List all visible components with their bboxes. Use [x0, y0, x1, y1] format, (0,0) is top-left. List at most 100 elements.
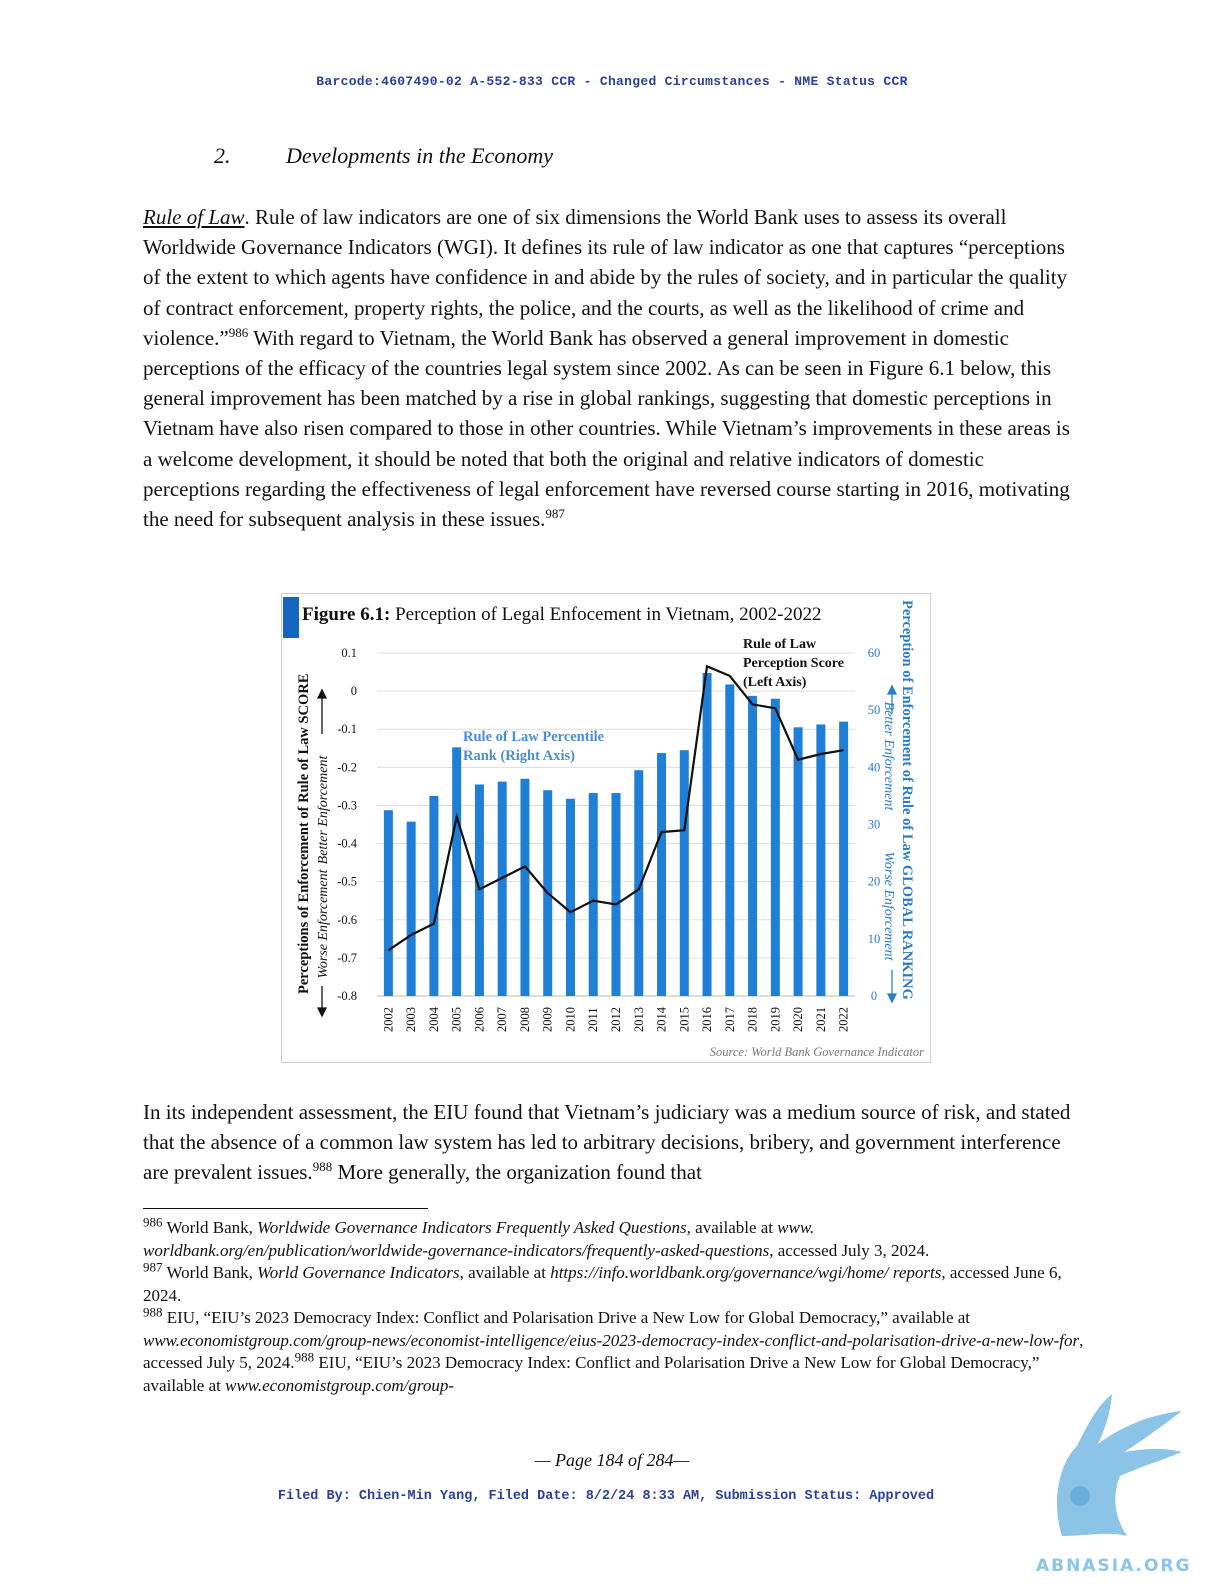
- right-tick-label: 20: [868, 875, 881, 889]
- x-tick-label: 2017: [723, 1007, 737, 1032]
- left-tick-label: 0.1: [341, 646, 357, 660]
- footnote-ref-987[interactable]: 987: [545, 506, 565, 522]
- bar-2022: [839, 721, 849, 996]
- x-tick-label: 2007: [495, 1007, 509, 1032]
- right-tick-label: 50: [868, 703, 881, 717]
- footnote-ref-988[interactable]: 988: [312, 1159, 333, 1175]
- paragraph2-text-a: In its independent assessment, the EIU f…: [143, 1100, 1071, 1185]
- footnote-988: 988 EIU, “EIU’s 2023 Democracy Index: Co…: [143, 1304, 1084, 1396]
- x-tick-label: 2014: [655, 1006, 669, 1032]
- bar-2014: [657, 753, 667, 996]
- right-tick-label: 40: [868, 760, 881, 774]
- x-tick-label: 2009: [541, 1007, 555, 1032]
- x-tick-label: 2004: [427, 1006, 441, 1032]
- bar-2005: [452, 747, 462, 996]
- right-axis-worse-label: Worse Enforcement: [881, 852, 896, 962]
- page-number: — Page 184 of 284—: [534, 1450, 690, 1470]
- left-axis-worse-label: Worse Enforcement: [316, 868, 331, 978]
- left-axis-better-label: Better Enforcement: [316, 755, 331, 865]
- filing-status: Filed By: Chien-Min Yang, Filed Date: 8/…: [277, 1489, 935, 1504]
- bar-2010: [565, 798, 575, 996]
- bar-2011: [588, 793, 598, 996]
- footnote-url[interactable]: www.economistgroup.com/group-: [225, 1376, 454, 1396]
- figure-title-bold: Figure 6.1:: [302, 604, 390, 625]
- left-tick-label: 0: [351, 684, 357, 698]
- x-tick-label: 2006: [472, 1007, 486, 1032]
- figure-title: Figure 6.1: Perception of Legal Enfoceme…: [302, 604, 821, 625]
- right-axis-ticks: 60 50 40 30 20 10 0: [868, 646, 881, 1003]
- right-tick-label: 30: [868, 818, 881, 832]
- score-line: [387, 664, 844, 952]
- left-tick-label: -0.3: [337, 798, 357, 812]
- footnote-number: 988: [143, 1304, 163, 1320]
- bar-2019: [770, 698, 780, 996]
- bar-series: [383, 673, 849, 996]
- bar-2013: [634, 770, 644, 996]
- footnote-source-title: Worldwide Governance Indicators Frequent…: [257, 1218, 691, 1237]
- right-tick-label: 10: [868, 932, 881, 946]
- left-tick-label: -0.6: [337, 913, 357, 927]
- barcode-header: Barcode:4607490-02 A-552-833 CCR - Chang…: [316, 74, 908, 89]
- left-tick-label: -0.7: [337, 951, 357, 965]
- footnote-url[interactable]: www. worldbank.org/en/publication/worldw…: [143, 1218, 815, 1260]
- title-marker: [283, 597, 299, 638]
- footnote-url[interactable]: https://info.worldbank.org/governance/wg…: [550, 1263, 942, 1282]
- logo-text: ABNASIA.ORG: [1036, 1556, 1192, 1576]
- bar-2008: [520, 778, 530, 996]
- bar-2007: [497, 781, 507, 996]
- x-tick-label: 2019: [768, 1007, 782, 1032]
- footnote-986: 986 World Bank, Worldwide Governance Ind…: [143, 1214, 930, 1260]
- rule-of-law-lead: Rule of Law: [143, 205, 245, 229]
- right-tick-label: 60: [868, 646, 881, 660]
- footnote-ref-986[interactable]: 986: [228, 324, 249, 340]
- left-tick-label: -0.5: [337, 875, 357, 889]
- x-tick-label: 2012: [609, 1007, 623, 1032]
- left-axis-title: Perceptions of Enforcement of Rule of La…: [296, 674, 312, 994]
- x-tick-label: 2010: [563, 1007, 577, 1032]
- x-tick-label: 2018: [746, 1007, 760, 1032]
- footnote-number: 987: [143, 1259, 163, 1275]
- right-axis-title: Perception of Enforcement of Rule of Law…: [899, 600, 915, 1000]
- section-number: 2.: [214, 143, 231, 168]
- bar-2020: [793, 727, 803, 996]
- line-series-label: Rule of Law Perception Score (Left Axis): [743, 637, 847, 690]
- footnote-url[interactable]: www.economistgroup.com/group-news/econom…: [143, 1330, 1080, 1350]
- right-axis-arrows: [886, 684, 898, 1004]
- section-title: Developments in the Economy: [286, 143, 553, 168]
- bar-2004: [429, 795, 439, 996]
- x-tick-label: 2008: [518, 1007, 532, 1032]
- x-tick-label: 2015: [677, 1007, 691, 1032]
- paragraph2-text-b: More generally, the organization found t…: [332, 1160, 702, 1185]
- right-axis-better-label: Better Enforcement: [881, 702, 896, 812]
- paragraph1-text-a: . Rule of law indicators are one of six …: [143, 205, 1068, 350]
- x-tick-label: 2013: [632, 1007, 646, 1032]
- figure-6-1: Figure 6.1: Perception of Legal Enfoceme…: [281, 593, 931, 1063]
- x-tick-label: 2005: [450, 1007, 464, 1032]
- x-tick-label: 2022: [837, 1007, 851, 1032]
- paragraph-eiu: In its independent assessment, the EIU f…: [143, 1097, 1083, 1188]
- footnote-number: 988: [294, 1349, 315, 1365]
- x-tick-label: 2011: [586, 1007, 600, 1032]
- left-axis-ticks: 0.1 0 -0.1 -0.2 -0.3 -0.4 -0.5 -0.6 -0.7 -0.8: [337, 646, 358, 1003]
- footnote-separator: [143, 1208, 428, 1209]
- bar-2017: [725, 684, 735, 996]
- bar-2021: [816, 724, 826, 996]
- x-axis-ticks: 2002 2003 2004 2005 2006 2007 2008 2009 2010 2011…: [381, 1006, 850, 1032]
- bar-2002: [383, 810, 393, 996]
- bar-2012: [611, 793, 621, 996]
- footnote-number: 986: [143, 1214, 163, 1230]
- figure-source: Source: World Bank Governance Indicator: [710, 1045, 924, 1059]
- x-tick-label: 2016: [700, 1007, 714, 1032]
- bar-2016: [702, 673, 712, 996]
- bar-2003: [406, 821, 416, 996]
- right-tick-label: 0: [871, 989, 877, 1003]
- section-heading: 2. Developments in the Economy: [214, 143, 553, 169]
- chart-svg: Figure 6.1: Perception of Legal Enfoceme…: [283, 597, 924, 1059]
- abnasia-logo-icon: [1057, 1394, 1182, 1536]
- x-tick-label: 2020: [791, 1007, 805, 1032]
- footnote-source-title: World Governance Indicators: [257, 1263, 460, 1282]
- x-tick-label: 2002: [381, 1007, 395, 1032]
- bar-series-label: Rule of Law Percentile Rank (Right Axis): [463, 729, 608, 764]
- footnote-987: 987 World Bank, World Governance Indicat…: [143, 1259, 1062, 1305]
- left-axis-arrows: [316, 688, 328, 1018]
